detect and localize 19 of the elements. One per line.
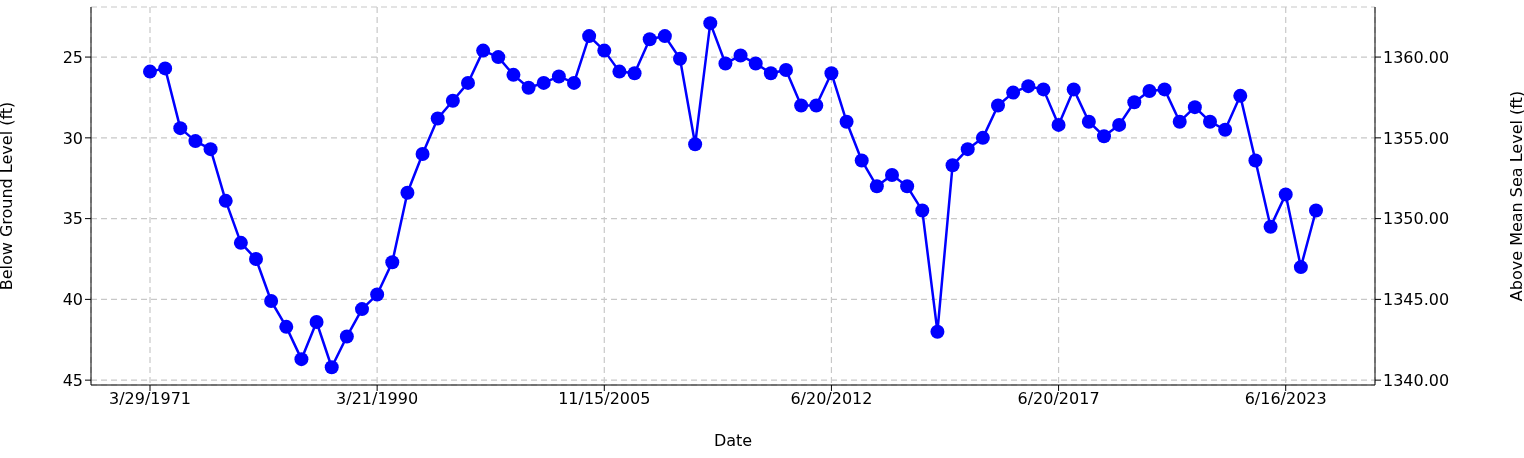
y2-tick-label: 1350.00 xyxy=(1383,209,1450,229)
y2-tick-label: 1355.00 xyxy=(1383,128,1450,148)
x-tick-label: 6/20/2017 xyxy=(1017,389,1100,409)
y-axis-title: Below Ground Level (ft) xyxy=(0,101,16,291)
y-tick-label: 45 xyxy=(62,370,83,390)
x-tick-label: 3/29/1971 xyxy=(108,389,192,409)
y-tick-label: 40 xyxy=(62,290,83,310)
x-tick-label: 6/20/2012 xyxy=(790,389,873,409)
y-tick-label: 35 xyxy=(62,209,83,229)
y2-tick-label: 1360.00 xyxy=(1383,47,1450,67)
y2-axis-title: Above Mean Sea Level (ft) xyxy=(1506,90,1524,302)
y-tick-label: 30 xyxy=(62,128,83,148)
x-tick-label: 3/21/1990 xyxy=(336,389,419,409)
x-axis-title: Date xyxy=(713,431,753,450)
y2-tick-label: 1340.00 xyxy=(1383,370,1450,390)
y-tick-label: 25 xyxy=(62,47,83,67)
y2-tick-label: 1345.00 xyxy=(1383,290,1450,310)
x-tick-label: 11/15/2005 xyxy=(558,389,651,409)
x-tick-label: 6/16/2023 xyxy=(1244,389,1327,409)
